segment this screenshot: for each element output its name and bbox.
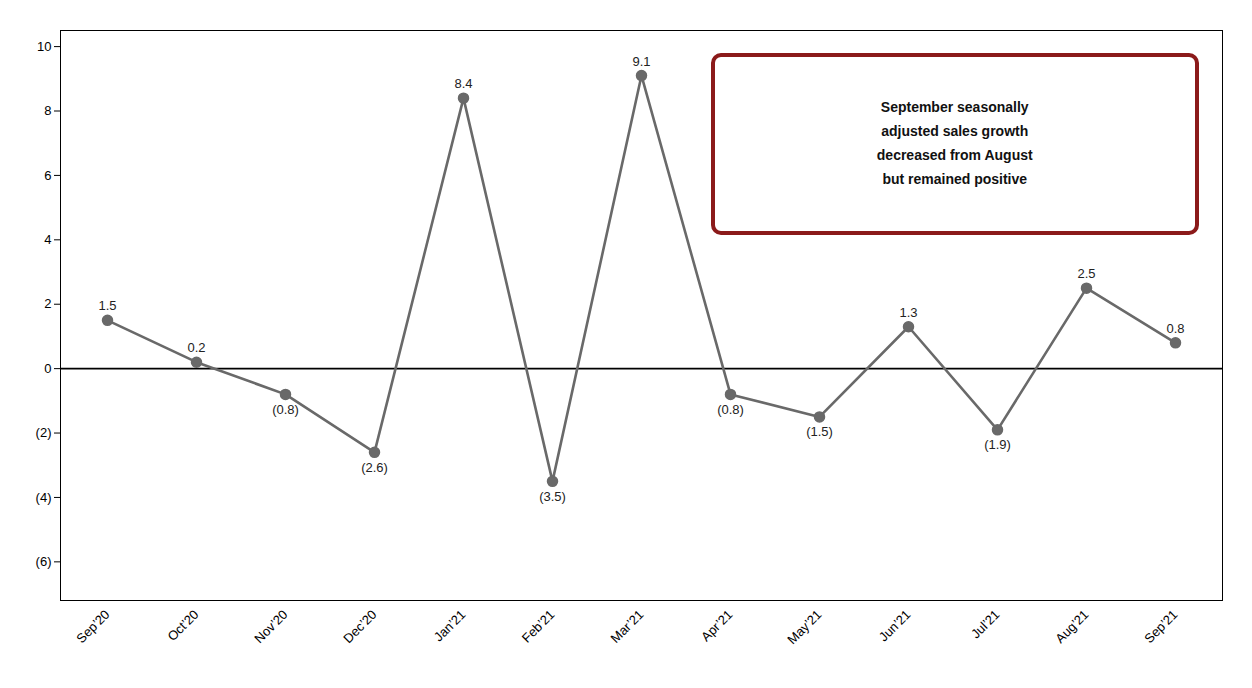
svg-text:May’21: May’21 — [784, 607, 824, 647]
svg-text:8: 8 — [44, 103, 51, 118]
svg-text:1.3: 1.3 — [899, 305, 917, 320]
svg-text:9.1: 9.1 — [632, 54, 650, 69]
html-text:September seasonally adjusted: September seasonally adjusted sales grow… — [876, 99, 1033, 187]
svg-text:0.2: 0.2 — [187, 340, 205, 355]
svg-text:(6): (6) — [36, 554, 52, 569]
svg-text:(2.6): (2.6) — [361, 460, 388, 475]
svg-text:Apr’21: Apr’21 — [698, 607, 736, 645]
svg-text:(3.5): (3.5) — [539, 489, 566, 504]
svg-text:2.5: 2.5 — [1077, 266, 1095, 281]
svg-text:Feb’21: Feb’21 — [519, 607, 558, 646]
svg-text:Oct’20: Oct’20 — [164, 607, 201, 644]
svg-text:Jun’21: Jun’21 — [876, 607, 914, 645]
svg-text:(0.8): (0.8) — [717, 402, 744, 417]
svg-text:Nov’20: Nov’20 — [251, 607, 290, 646]
svg-text:(4): (4) — [36, 490, 52, 505]
svg-text:Sep’21: Sep’21 — [1141, 607, 1180, 646]
svg-text:(0.8): (0.8) — [272, 402, 299, 417]
svg-text:Jul’21: Jul’21 — [968, 607, 1003, 642]
svg-text:(1.5): (1.5) — [806, 424, 833, 439]
svg-text:Aug’21: Aug’21 — [1052, 607, 1091, 646]
svg-text:Dec’20: Dec’20 — [340, 607, 379, 646]
svg-text:0: 0 — [44, 361, 51, 376]
svg-text:6: 6 — [44, 168, 51, 183]
svg-text:(1.9): (1.9) — [984, 437, 1011, 452]
svg-text:0.8: 0.8 — [1166, 321, 1184, 336]
svg-text:4: 4 — [44, 232, 51, 247]
svg-text:Mar’21: Mar’21 — [608, 607, 647, 646]
svg-text:10: 10 — [37, 39, 51, 54]
svg-text:Sep’20: Sep’20 — [73, 607, 112, 646]
svg-text:(2): (2) — [36, 425, 52, 440]
svg-text:Jan’21: Jan’21 — [431, 607, 469, 645]
svg-text:8.4: 8.4 — [454, 76, 472, 91]
svg-text:2: 2 — [44, 296, 51, 311]
svg-text:1.5: 1.5 — [98, 298, 116, 313]
